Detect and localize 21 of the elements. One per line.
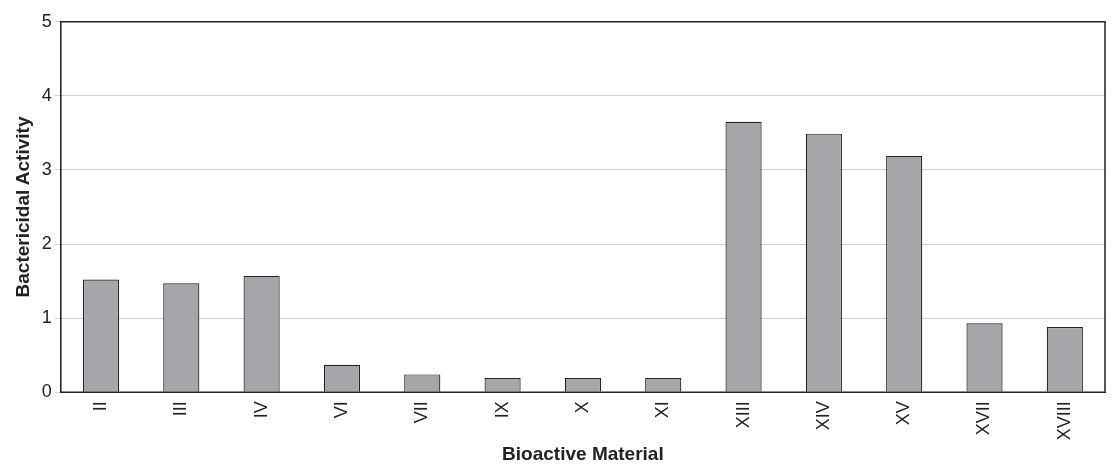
y-tick-label: 4 [41, 84, 52, 105]
x-tick-label: VI [330, 401, 351, 419]
x-axis-title: Bioactive Material [502, 442, 664, 464]
x-tick-label: III [170, 401, 191, 417]
x-tick-label: IX [491, 401, 512, 419]
x-tick-label: II [89, 401, 110, 412]
x-tick-label: XIV [812, 401, 833, 431]
x-tick-label: XVIII [1053, 401, 1074, 441]
x-tick-label: XIII [732, 401, 753, 429]
y-tick-label: 0 [41, 381, 52, 402]
y-tick-label: 3 [41, 158, 52, 179]
x-tick-label: XV [893, 401, 914, 426]
x-tick-label: XVII [973, 401, 994, 436]
x-tick-label: VII [411, 401, 432, 424]
y-tick-label: 1 [41, 307, 52, 328]
x-tick-label: X [571, 401, 592, 414]
y-axis-title: Bactericidal Activity [11, 116, 33, 298]
x-tick-label: XI [652, 401, 673, 419]
y-tick-label: 2 [41, 233, 52, 253]
y-tick-label: 5 [41, 10, 52, 31]
x-tick-label: IV [250, 401, 271, 419]
